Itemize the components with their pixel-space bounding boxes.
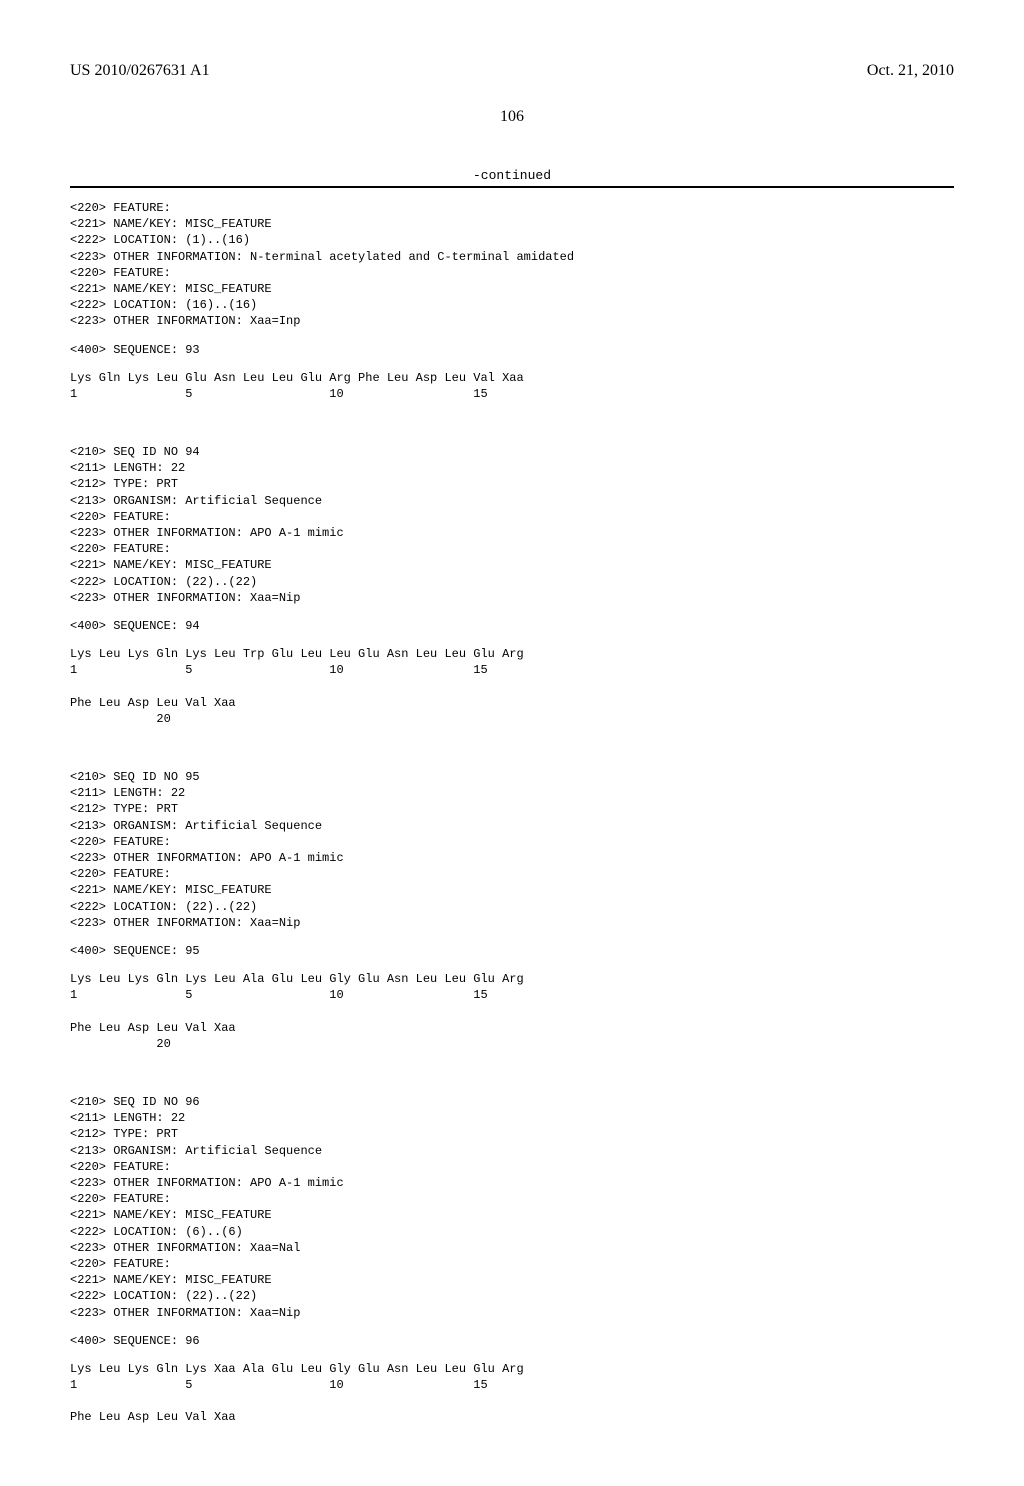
feature-line: <213> ORGANISM: Artificial Sequence — [70, 818, 954, 834]
feature-line: <211> LENGTH: 22 — [70, 785, 954, 801]
feature-line: <220> FEATURE: — [70, 200, 954, 216]
feature-line: <223> OTHER INFORMATION: Xaa=Nip — [70, 915, 954, 931]
sequence-residues: 20 — [70, 1036, 954, 1052]
feature-line: <222> LOCATION: (6)..(6) — [70, 1224, 954, 1240]
sequence-tag: <400> SEQUENCE: 96 — [70, 1333, 954, 1349]
sequence-residues: Lys Leu Lys Gln Lys Leu Trp Glu Leu Leu … — [70, 646, 954, 662]
sequence-block: <210> SEQ ID NO 94<211> LENGTH: 22<212> … — [70, 444, 954, 727]
feature-line: <223> OTHER INFORMATION: N-terminal acet… — [70, 249, 954, 265]
page-number: 106 — [70, 108, 954, 126]
feature-line: <223> OTHER INFORMATION: APO A-1 mimic — [70, 850, 954, 866]
feature-line: <221> NAME/KEY: MISC_FEATURE — [70, 216, 954, 232]
feature-line: <211> LENGTH: 22 — [70, 1110, 954, 1126]
sequence-tag: <400> SEQUENCE: 95 — [70, 943, 954, 959]
feature-line: <221> NAME/KEY: MISC_FEATURE — [70, 557, 954, 573]
feature-line: <221> NAME/KEY: MISC_FEATURE — [70, 1207, 954, 1223]
sequence-block: <210> SEQ ID NO 96<211> LENGTH: 22<212> … — [70, 1094, 954, 1426]
publication-number: US 2010/0267631 A1 — [70, 62, 210, 80]
feature-line: <221> NAME/KEY: MISC_FEATURE — [70, 1272, 954, 1288]
feature-line: <223> OTHER INFORMATION: APO A-1 mimic — [70, 525, 954, 541]
sequence-residues: 20 — [70, 711, 954, 727]
sequence-tag: <400> SEQUENCE: 94 — [70, 618, 954, 634]
sequence-block: <220> FEATURE:<221> NAME/KEY: MISC_FEATU… — [70, 200, 954, 402]
page-header: US 2010/0267631 A1 Oct. 21, 2010 — [70, 62, 954, 80]
feature-line: <220> FEATURE: — [70, 866, 954, 882]
sequence-residues: Lys Gln Lys Leu Glu Asn Leu Leu Glu Arg … — [70, 370, 954, 386]
sequence-residues: Phe Leu Asp Leu Val Xaa — [70, 1409, 954, 1425]
divider — [70, 186, 954, 188]
feature-line: <222> LOCATION: (16)..(16) — [70, 297, 954, 313]
sequence-residues: 1 5 10 15 — [70, 386, 954, 402]
feature-line: <221> NAME/KEY: MISC_FEATURE — [70, 281, 954, 297]
sequence-residues — [70, 1004, 954, 1020]
feature-line: <223> OTHER INFORMATION: APO A-1 mimic — [70, 1175, 954, 1191]
sequence-residues: 1 5 10 15 — [70, 662, 954, 678]
sequence-listing: <220> FEATURE:<221> NAME/KEY: MISC_FEATU… — [70, 200, 954, 1426]
feature-line: <223> OTHER INFORMATION: Xaa=Nip — [70, 590, 954, 606]
feature-line: <220> FEATURE: — [70, 1159, 954, 1175]
feature-line: <222> LOCATION: (22)..(22) — [70, 574, 954, 590]
sequence-residues: 1 5 10 15 — [70, 987, 954, 1003]
feature-line: <222> LOCATION: (22)..(22) — [70, 899, 954, 915]
feature-line: <222> LOCATION: (1)..(16) — [70, 232, 954, 248]
sequence-residues: Lys Leu Lys Gln Lys Xaa Ala Glu Leu Gly … — [70, 1361, 954, 1377]
feature-line: <222> LOCATION: (22)..(22) — [70, 1288, 954, 1304]
feature-line: <221> NAME/KEY: MISC_FEATURE — [70, 882, 954, 898]
sequence-block: <210> SEQ ID NO 95<211> LENGTH: 22<212> … — [70, 769, 954, 1052]
feature-line: <220> FEATURE: — [70, 265, 954, 281]
feature-line: <220> FEATURE: — [70, 509, 954, 525]
sequence-residues: Phe Leu Asp Leu Val Xaa — [70, 695, 954, 711]
feature-line: <210> SEQ ID NO 94 — [70, 444, 954, 460]
publication-date: Oct. 21, 2010 — [867, 62, 954, 80]
feature-line: <223> OTHER INFORMATION: Xaa=Nip — [70, 1305, 954, 1321]
feature-line: <211> LENGTH: 22 — [70, 460, 954, 476]
sequence-residues: Lys Leu Lys Gln Lys Leu Ala Glu Leu Gly … — [70, 971, 954, 987]
feature-line: <220> FEATURE: — [70, 1191, 954, 1207]
sequence-residues: 1 5 10 15 — [70, 1377, 954, 1393]
feature-line: <210> SEQ ID NO 96 — [70, 1094, 954, 1110]
feature-line: <223> OTHER INFORMATION: Xaa=Inp — [70, 313, 954, 329]
continued-label: -continued — [70, 168, 954, 183]
feature-line: <223> OTHER INFORMATION: Xaa=Nal — [70, 1240, 954, 1256]
feature-line: <220> FEATURE: — [70, 1256, 954, 1272]
feature-line: <210> SEQ ID NO 95 — [70, 769, 954, 785]
sequence-residues: Phe Leu Asp Leu Val Xaa — [70, 1020, 954, 1036]
feature-line: <212> TYPE: PRT — [70, 801, 954, 817]
feature-line: <212> TYPE: PRT — [70, 476, 954, 492]
feature-line: <220> FEATURE: — [70, 541, 954, 557]
sequence-residues — [70, 679, 954, 695]
sequence-tag: <400> SEQUENCE: 93 — [70, 342, 954, 358]
feature-line: <212> TYPE: PRT — [70, 1126, 954, 1142]
feature-line: <213> ORGANISM: Artificial Sequence — [70, 493, 954, 509]
feature-line: <213> ORGANISM: Artificial Sequence — [70, 1143, 954, 1159]
feature-line: <220> FEATURE: — [70, 834, 954, 850]
sequence-residues — [70, 1393, 954, 1409]
